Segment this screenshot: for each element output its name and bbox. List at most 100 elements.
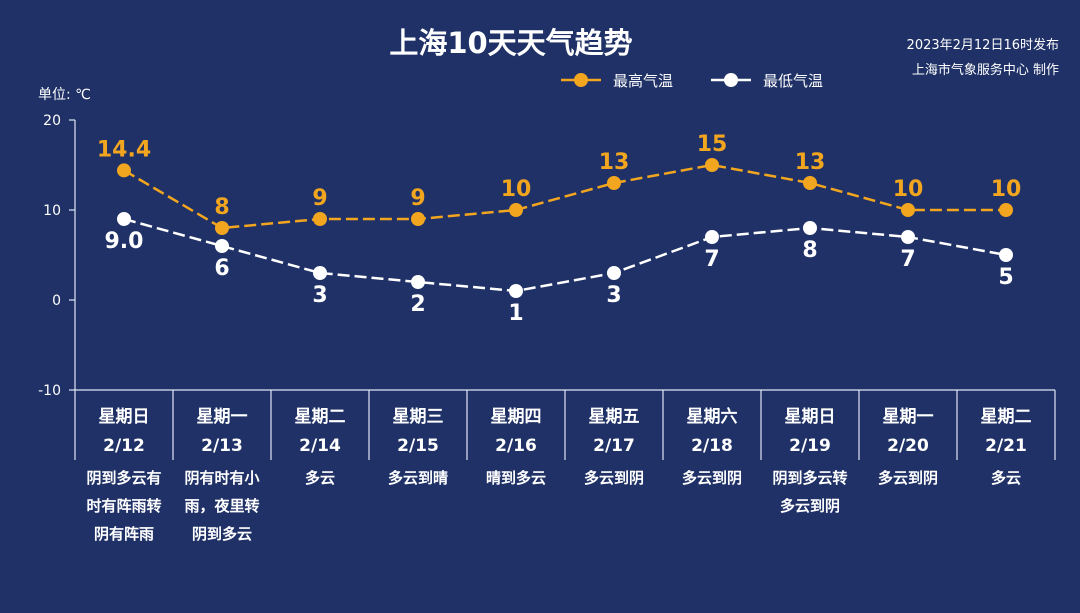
date-label: 2/19	[789, 436, 831, 456]
low-temp-label: 6	[214, 256, 229, 281]
high-temp-point	[117, 163, 131, 178]
weekday-label: 星期三	[393, 407, 444, 427]
legend-low-label: 最低气温	[763, 72, 823, 90]
legend: 最高气温 最低气温	[561, 72, 823, 90]
low-temp-point	[901, 230, 915, 244]
date-label: 2/18	[691, 436, 733, 456]
weather-description: 多云到阴	[663, 464, 761, 492]
weather-line: 多云到晴	[387, 469, 448, 487]
high-temp-label: 10	[991, 177, 1022, 202]
legend-high-marker	[574, 73, 588, 87]
weather-line: 阴有时有小	[184, 469, 260, 487]
weather-line: 多云到阴	[583, 469, 644, 487]
weather-description: 多云到阴	[859, 464, 957, 492]
low-temp-point	[999, 248, 1013, 262]
weather-line: 多云	[304, 469, 335, 487]
weekday-label: 星期一	[883, 407, 934, 427]
unit-label: 单位: ℃	[38, 87, 91, 103]
high-temp-label: 10	[501, 177, 532, 202]
date-label: 2/13	[201, 436, 243, 456]
chart-title: 上海10天天气趋势	[389, 26, 632, 60]
weekday-label: 星期六	[687, 406, 738, 427]
high-temp-label: 14.4	[97, 137, 151, 162]
y-tick-label: 20	[43, 113, 61, 129]
weekday-label: 星期二	[981, 407, 1032, 427]
date-label: 2/12	[103, 436, 145, 456]
weather-line: 雨，夜里转	[184, 497, 260, 515]
axes: -10 0 10 20 星期日 2/12 星期一 2/13 星期二 2/14 星期三 2/15 星期四 2…	[38, 113, 1056, 460]
low-temp-label: 7	[704, 247, 719, 272]
high-temp-point	[999, 203, 1013, 217]
high-temp-point	[901, 203, 915, 217]
high-temp-point	[705, 158, 719, 172]
weather-line: 阴到多云有	[86, 469, 162, 487]
weather-description: 阴到多云转 多云到阴	[761, 464, 859, 520]
low-temp-label: 3	[312, 283, 327, 308]
low-temp-point	[215, 239, 229, 253]
low-temp-label: 7	[900, 247, 915, 272]
weekday-label: 星期五	[589, 407, 640, 427]
publish-time: 2023年2月12日16时发布	[907, 37, 1059, 53]
weather-line: 多云到阴	[779, 497, 840, 515]
legend-low-marker	[724, 73, 738, 87]
high-temp-line	[123, 163, 1006, 230]
weekday-label: 星期一	[197, 407, 248, 427]
weather-description: 多云	[957, 464, 1055, 492]
high-temp-point	[411, 212, 425, 226]
high-temp-point	[215, 221, 229, 235]
date-label: 2/14	[299, 436, 341, 456]
date-label: 2/15	[397, 436, 439, 456]
weather-line: 多云到阴	[681, 469, 742, 487]
low-temp-label: 5	[998, 265, 1013, 290]
weather-line: 阴有阵雨	[93, 525, 154, 543]
low-temp-line	[123, 217, 1007, 293]
y-tick-label: -10	[38, 383, 61, 399]
high-temp-point	[313, 212, 327, 226]
low-temp-point	[117, 212, 131, 226]
weather-description: 多云到晴	[369, 464, 467, 492]
high-temp-point	[607, 176, 621, 190]
high-temp-label: 8	[214, 195, 229, 220]
weather-line: 时有阵雨转	[86, 497, 162, 515]
high-temp-point	[803, 176, 817, 190]
weekday-label: 星期四	[491, 407, 542, 427]
low-temp-label: 2	[410, 292, 425, 317]
low-temp-point	[705, 230, 719, 244]
y-tick-label: 10	[43, 203, 61, 219]
weather-description: 晴到多云	[467, 464, 565, 492]
high-temp-label: 9	[312, 186, 327, 211]
weather-line: 阴到多云转	[772, 469, 848, 487]
date-label: 2/17	[593, 436, 635, 456]
low-temp-label: 3	[606, 283, 621, 308]
low-temp-label: 9.0	[105, 229, 144, 254]
weather-description: 阴到多云有时有阵雨转阴有阵雨	[75, 464, 173, 548]
low-temp-point	[509, 284, 523, 298]
weather-description: 多云	[271, 464, 369, 492]
weather-line: 晴到多云	[485, 469, 546, 487]
date-label: 2/20	[887, 436, 929, 456]
publisher: 上海市气象服务中心 制作	[912, 62, 1059, 78]
low-temp-label: 1	[508, 301, 523, 326]
weather-description: 多云到阴	[565, 464, 663, 492]
weather-line: 多云到阴	[877, 469, 938, 487]
high-temp-label: 13	[599, 150, 630, 175]
low-temp-point	[803, 221, 817, 235]
high-temp-label: 13	[795, 150, 826, 175]
high-temp-label: 15	[697, 132, 728, 157]
high-temp-label: 9	[410, 186, 425, 211]
legend-high-label: 最高气温	[613, 72, 673, 90]
weekday-label: 星期日	[785, 407, 836, 427]
weekday-label: 星期二	[295, 407, 346, 427]
weather-description: 阴有时有小 雨，夜里转 阴到多云	[173, 464, 271, 548]
high-temp-label: 10	[893, 177, 924, 202]
y-tick-label: 0	[52, 293, 61, 309]
weekday-label: 星期日	[99, 407, 150, 427]
date-label: 2/21	[985, 436, 1027, 456]
low-temp-label: 8	[802, 238, 817, 263]
low-temp-point	[411, 275, 425, 289]
low-temp-point	[313, 266, 327, 280]
low-temp-point	[607, 266, 621, 280]
